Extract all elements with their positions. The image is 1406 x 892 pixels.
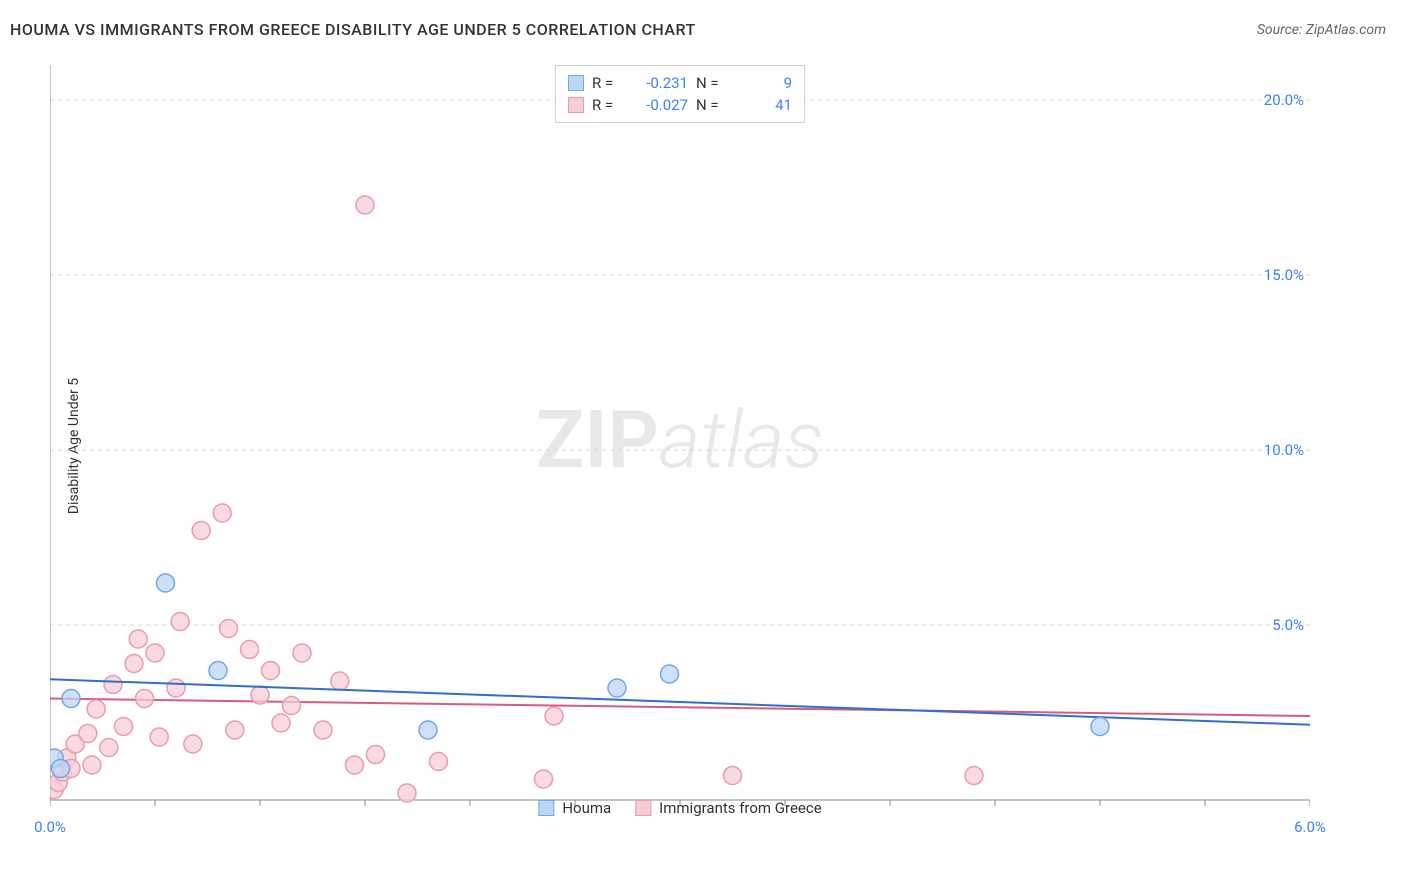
x-tick-label: 6.0% — [1294, 818, 1326, 836]
series-name-0: Houma — [562, 799, 611, 817]
n-label: N = — [696, 96, 724, 114]
correlation-row-1: R = -0.027 N = 41 — [568, 94, 792, 116]
legend-swatch-houma — [568, 75, 584, 91]
x-tick-label: 0.0% — [34, 818, 66, 836]
chart-header: HOUMA VS IMMIGRANTS FROM GREECE DISABILI… — [10, 20, 1386, 39]
r-label: R = — [592, 96, 620, 114]
n-value-1: 41 — [732, 96, 792, 114]
y-tick-label: 5.0% — [1272, 616, 1304, 634]
plot-area: ZIPatlas R = -0.231 N = 9 R = -0.027 N =… — [50, 55, 1310, 825]
legend-swatch-greece — [635, 800, 651, 816]
n-label: N = — [696, 74, 724, 92]
source-label: Source: ZipAtlas.com — [1257, 22, 1386, 38]
y-tick-label: 15.0% — [1264, 266, 1304, 284]
series-legend: Houma Immigrants from Greece — [538, 799, 821, 817]
r-value-0: -0.231 — [628, 74, 688, 92]
correlation-row-0: R = -0.231 N = 9 — [568, 72, 792, 94]
y-tick-label: 10.0% — [1264, 441, 1304, 459]
r-label: R = — [592, 74, 620, 92]
chart-canvas — [50, 55, 1310, 825]
r-value-1: -0.027 — [628, 96, 688, 114]
chart-title: HOUMA VS IMMIGRANTS FROM GREECE DISABILI… — [10, 20, 696, 39]
series-name-1: Immigrants from Greece — [659, 799, 822, 817]
series-legend-item-0: Houma — [538, 799, 611, 817]
correlation-legend: R = -0.231 N = 9 R = -0.027 N = 41 — [555, 65, 805, 123]
series-legend-item-1: Immigrants from Greece — [635, 799, 822, 817]
legend-swatch-greece — [568, 97, 584, 113]
n-value-0: 9 — [732, 74, 792, 92]
y-tick-label: 20.0% — [1264, 91, 1304, 109]
legend-swatch-houma — [538, 800, 554, 816]
